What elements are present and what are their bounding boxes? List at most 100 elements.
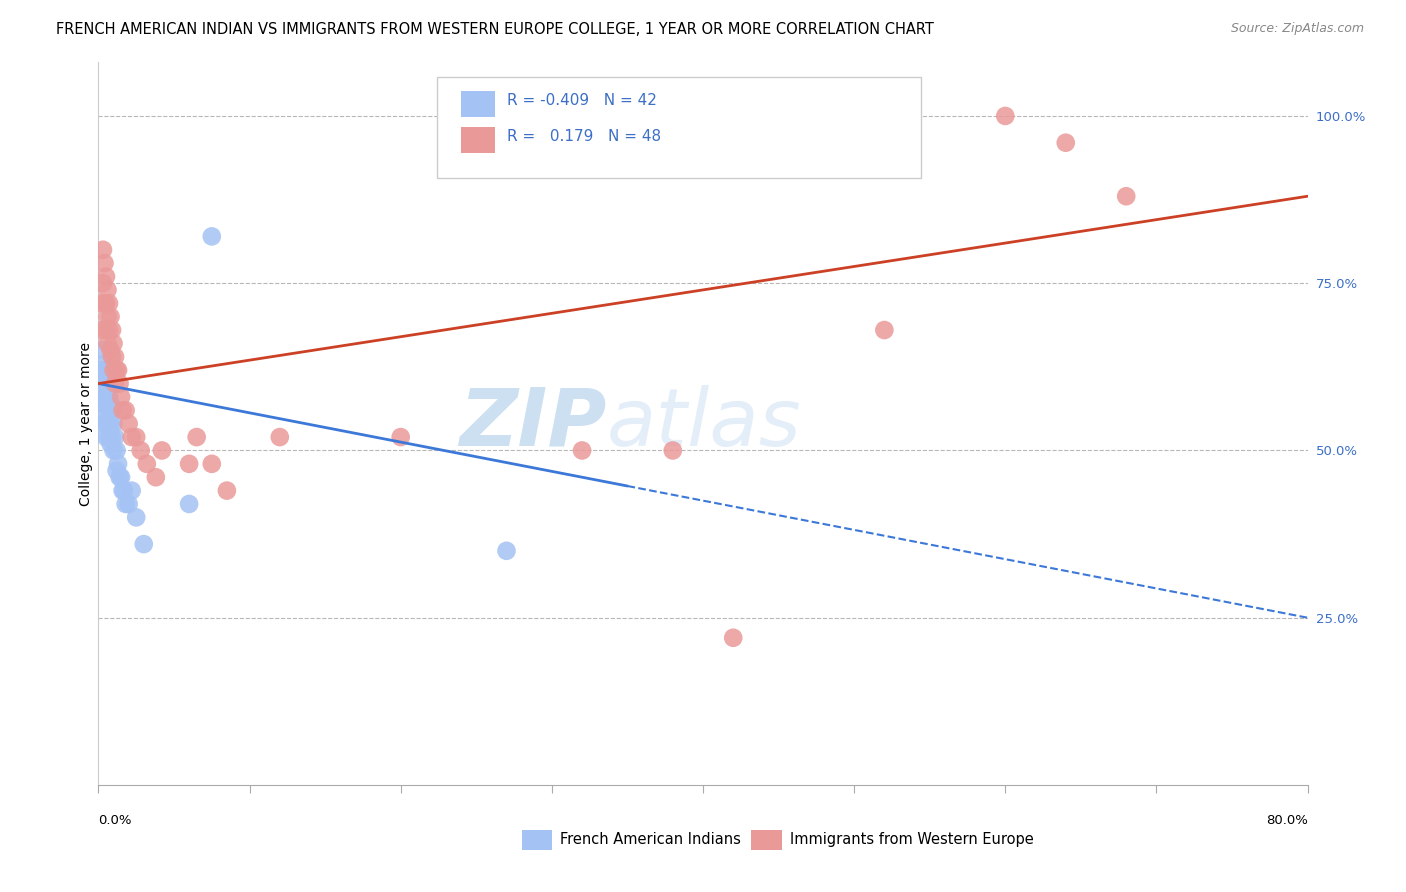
Point (94, 430, 117, 444)
Point (96, 376, 118, 391)
Point (90, 296, 112, 310)
FancyBboxPatch shape (461, 128, 495, 153)
Point (1054, 136, 1077, 150)
Point (94, 323, 117, 337)
Point (101, 350, 124, 364)
Point (873, 323, 896, 337)
Point (105, 443, 128, 458)
Point (101, 403, 124, 417)
FancyBboxPatch shape (461, 91, 495, 117)
Point (105, 464, 128, 478)
Point (201, 457, 224, 471)
Point (100, 417, 122, 431)
Text: R = -0.409   N = 42: R = -0.409 N = 42 (508, 93, 657, 108)
Point (179, 457, 201, 471)
Point (100, 310, 122, 324)
Point (90, 363, 112, 377)
Point (103, 363, 125, 377)
Point (96, 396, 118, 410)
Point (91, 343, 114, 358)
Point (114, 497, 136, 511)
Point (101, 430, 124, 444)
Point (135, 457, 157, 471)
Point (98, 390, 121, 404)
Point (104, 376, 127, 391)
Point (495, 544, 517, 558)
Point (91, 277, 114, 291)
Point (101, 323, 124, 337)
Point (94, 296, 117, 310)
Point (107, 363, 129, 377)
Point (114, 403, 136, 417)
Point (269, 430, 291, 444)
Point (100, 436, 122, 450)
Point (112, 483, 135, 498)
Point (96, 283, 118, 297)
Text: ZIP: ZIP (458, 384, 606, 463)
Point (121, 483, 143, 498)
Point (94, 363, 117, 377)
FancyBboxPatch shape (437, 77, 921, 178)
Point (1115, 189, 1137, 203)
Point (108, 470, 131, 484)
Point (132, 537, 155, 551)
Point (90, 390, 112, 404)
Text: FRENCH AMERICAN INDIAN VS IMMIGRANTS FROM WESTERN EUROPE COLLEGE, 1 YEAR OR MORE: FRENCH AMERICAN INDIAN VS IMMIGRANTS FRO… (56, 22, 934, 37)
Point (389, 430, 412, 444)
Point (121, 430, 143, 444)
Point (118, 497, 141, 511)
Point (150, 443, 173, 458)
Point (94, 390, 117, 404)
Point (105, 363, 128, 377)
FancyBboxPatch shape (751, 830, 782, 850)
Point (129, 443, 152, 458)
Point (103, 336, 125, 351)
Text: 0.0%: 0.0% (98, 814, 132, 827)
Point (90, 323, 112, 337)
Point (110, 470, 132, 484)
Point (96, 310, 118, 324)
Text: R =   0.179   N = 48: R = 0.179 N = 48 (508, 128, 661, 144)
Point (110, 390, 132, 404)
Point (103, 443, 125, 458)
Point (118, 417, 141, 431)
Point (96, 417, 118, 431)
Point (107, 457, 129, 471)
Text: Immigrants from Western Europe: Immigrants from Western Europe (790, 832, 1033, 847)
Point (201, 229, 224, 244)
Point (93, 376, 115, 391)
Y-axis label: College, 1 year or more: College, 1 year or more (79, 342, 93, 506)
Point (98, 410, 121, 425)
Point (100, 343, 122, 358)
Point (111, 483, 134, 498)
Point (98, 296, 121, 310)
Point (103, 417, 125, 431)
Text: Source: ZipAtlas.com: Source: ZipAtlas.com (1230, 22, 1364, 36)
Point (111, 403, 134, 417)
Point (93, 417, 115, 431)
Point (93, 296, 115, 310)
Point (94, 269, 117, 284)
Point (93, 256, 115, 270)
Point (96, 336, 118, 351)
Point (93, 396, 115, 410)
Point (145, 470, 167, 484)
Point (661, 443, 683, 458)
Point (98, 430, 121, 444)
Point (100, 396, 122, 410)
Point (94, 410, 117, 425)
Point (104, 350, 127, 364)
Point (108, 376, 131, 391)
Point (98, 323, 121, 337)
Point (994, 109, 1017, 123)
Point (91, 243, 114, 257)
Point (125, 510, 148, 524)
Point (571, 443, 593, 458)
Text: 80.0%: 80.0% (1265, 814, 1308, 827)
Text: atlas: atlas (606, 384, 801, 463)
Text: French American Indians: French American Indians (561, 832, 741, 847)
Point (93, 356, 115, 371)
Point (723, 631, 745, 645)
Point (125, 430, 148, 444)
FancyBboxPatch shape (522, 830, 551, 850)
